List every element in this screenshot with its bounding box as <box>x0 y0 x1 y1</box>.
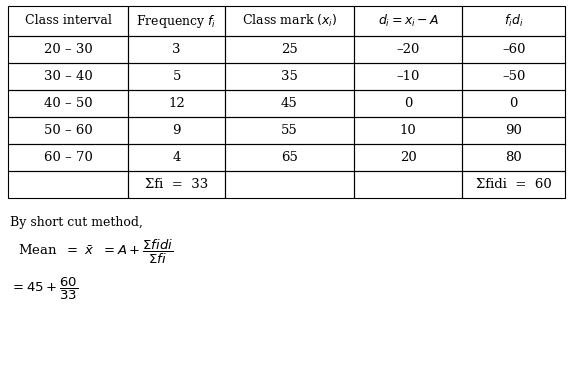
Bar <box>8 144 128 171</box>
Bar <box>354 171 462 198</box>
Text: Class mark $( x_i )$: Class mark $( x_i )$ <box>242 13 337 29</box>
Bar <box>354 36 462 63</box>
Text: 3: 3 <box>172 43 181 56</box>
Bar <box>462 171 565 198</box>
Text: 12: 12 <box>168 97 185 110</box>
Bar <box>225 144 354 171</box>
Text: 50 – 60: 50 – 60 <box>44 124 92 137</box>
Bar <box>128 90 225 117</box>
Text: –10: –10 <box>397 70 420 83</box>
Text: By short cut method,: By short cut method, <box>10 216 143 229</box>
Bar <box>128 117 225 144</box>
Text: Σfi  =  33: Σfi = 33 <box>145 178 208 191</box>
Text: 0: 0 <box>509 97 518 110</box>
Text: 65: 65 <box>281 151 298 164</box>
Bar <box>225 63 354 90</box>
Text: 40 – 50: 40 – 50 <box>44 97 92 110</box>
Text: Mean  $=$ $\bar{x}$  $= A + \dfrac{\Sigma fidi}{\Sigma fi}$: Mean $=$ $\bar{x}$ $= A + \dfrac{\Sigma … <box>18 238 174 266</box>
Bar <box>8 6 128 36</box>
Text: 10: 10 <box>400 124 417 137</box>
Bar <box>225 36 354 63</box>
Bar <box>128 63 225 90</box>
Bar <box>462 117 565 144</box>
Bar <box>225 117 354 144</box>
Bar <box>354 6 462 36</box>
Text: –50: –50 <box>502 70 525 83</box>
Bar <box>8 171 128 198</box>
Bar <box>128 6 225 36</box>
Text: 20 – 30: 20 – 30 <box>44 43 92 56</box>
Text: –60: –60 <box>502 43 525 56</box>
Bar <box>354 144 462 171</box>
Text: 4: 4 <box>172 151 180 164</box>
Bar <box>354 117 462 144</box>
Text: –20: –20 <box>397 43 420 56</box>
Bar <box>354 63 462 90</box>
Bar <box>128 36 225 63</box>
Bar <box>8 36 128 63</box>
Text: 5: 5 <box>172 70 180 83</box>
Bar <box>462 144 565 171</box>
Text: $= 45 + \dfrac{60}{33}$: $= 45 + \dfrac{60}{33}$ <box>10 276 79 302</box>
Bar <box>462 63 565 90</box>
Text: $d_i = x_i - A$: $d_i = x_i - A$ <box>378 13 439 29</box>
Text: 35: 35 <box>281 70 298 83</box>
Text: 0: 0 <box>404 97 413 110</box>
Text: Frequency $f_i$: Frequency $f_i$ <box>136 13 217 29</box>
Text: Class interval: Class interval <box>25 15 112 28</box>
Text: 60 – 70: 60 – 70 <box>44 151 92 164</box>
Text: Σfidi  =  60: Σfidi = 60 <box>476 178 552 191</box>
Bar <box>462 6 565 36</box>
Bar <box>225 171 354 198</box>
Text: 30 – 40: 30 – 40 <box>44 70 92 83</box>
Text: 80: 80 <box>505 151 522 164</box>
Bar <box>8 63 128 90</box>
Bar <box>128 144 225 171</box>
Text: 20: 20 <box>400 151 417 164</box>
Text: 25: 25 <box>281 43 298 56</box>
Bar <box>462 90 565 117</box>
Bar <box>225 6 354 36</box>
Bar <box>462 36 565 63</box>
Bar <box>8 90 128 117</box>
Bar <box>225 90 354 117</box>
Text: 45: 45 <box>281 97 298 110</box>
Bar <box>354 90 462 117</box>
Bar <box>8 117 128 144</box>
Bar <box>128 171 225 198</box>
Text: 55: 55 <box>281 124 298 137</box>
Text: 90: 90 <box>505 124 522 137</box>
Text: $f_id_i$: $f_id_i$ <box>504 13 524 29</box>
Text: 9: 9 <box>172 124 181 137</box>
